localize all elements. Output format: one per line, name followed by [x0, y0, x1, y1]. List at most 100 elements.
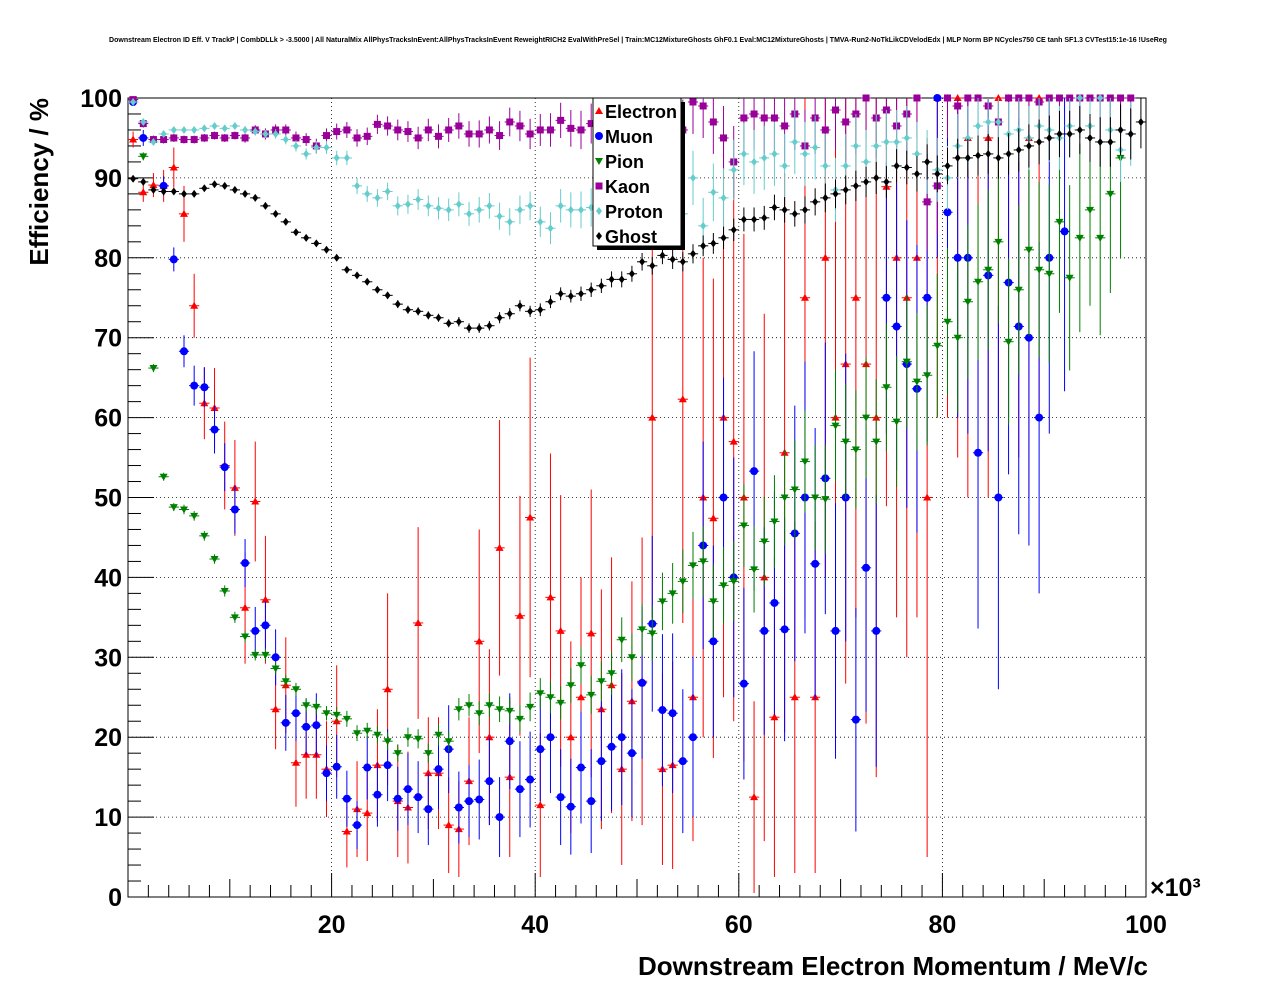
pion-point	[291, 686, 300, 694]
muon-point	[414, 793, 423, 802]
ghost-point	[1005, 149, 1012, 158]
muon-point	[179, 347, 188, 356]
muon-point	[210, 425, 219, 434]
pion-point	[811, 494, 820, 502]
muon-point	[760, 626, 769, 635]
kaon-point	[241, 134, 249, 142]
proton-point	[415, 195, 422, 204]
ghost-point	[333, 253, 340, 262]
kaon-point	[414, 134, 422, 142]
ghost-point	[659, 251, 666, 260]
ghost-point	[1137, 117, 1144, 126]
ghost-point	[272, 209, 279, 218]
pion-point	[444, 738, 453, 746]
proton-point	[323, 143, 330, 152]
ghost-point	[1066, 129, 1073, 138]
pion-point	[851, 446, 860, 454]
pion-point	[414, 735, 423, 743]
proton-point	[231, 121, 238, 130]
muon-point	[169, 255, 178, 264]
electron-point	[556, 626, 565, 634]
proton-point	[374, 193, 381, 202]
ghost-point	[781, 205, 788, 214]
electron-point	[546, 593, 555, 601]
electron-point	[923, 493, 932, 501]
muon-point	[424, 805, 433, 814]
x-tick-label: 80	[928, 911, 956, 939]
muon-point	[505, 737, 514, 746]
pion-point	[302, 702, 311, 710]
kaon-point	[760, 114, 768, 122]
muon-point	[291, 709, 300, 718]
ghost-point	[1087, 133, 1094, 142]
chart-title: Downstream Electron ID Eff. V TrackP | C…	[109, 37, 1167, 44]
y-tick-label: 60	[94, 405, 122, 433]
legend-marker-ghost	[596, 232, 602, 240]
kaon-point	[394, 126, 402, 134]
pion-point	[984, 266, 993, 274]
electron-point	[363, 809, 372, 817]
ghost-point	[710, 239, 717, 248]
proton-point	[364, 189, 371, 198]
ghost-point	[180, 189, 187, 198]
kaon-point	[1117, 94, 1125, 102]
ghost-point	[1036, 137, 1043, 146]
proton-point	[282, 135, 289, 144]
legend-marker-muon	[595, 132, 603, 140]
proton-point	[496, 212, 503, 221]
proton-point	[985, 117, 992, 126]
ghost-point	[354, 271, 361, 280]
ghost-point	[954, 153, 961, 162]
proton-point	[893, 137, 900, 146]
pion-point	[515, 715, 524, 723]
y-tick-label: 100	[80, 85, 122, 113]
proton-point	[547, 224, 554, 233]
muon-point	[556, 793, 565, 802]
proton-point	[455, 200, 462, 209]
muon-point	[811, 559, 820, 568]
y-tick-label: 50	[94, 485, 122, 513]
proton-point	[873, 141, 880, 150]
electron-point	[169, 163, 178, 171]
proton-point	[445, 205, 452, 214]
muon-point	[668, 709, 677, 718]
pion-point	[403, 734, 412, 742]
proton-point	[964, 133, 971, 142]
pion-point	[179, 506, 188, 514]
ghost-point	[883, 177, 890, 186]
proton-point	[578, 205, 585, 214]
ghost-point	[211, 180, 218, 189]
legend-label-muon: Muon	[605, 127, 653, 147]
muon-point	[251, 626, 260, 635]
muon-point	[933, 94, 942, 102]
proton-point	[333, 153, 340, 162]
pion-point	[373, 731, 382, 739]
proton-point	[801, 149, 808, 158]
kaon-point	[434, 132, 442, 140]
electron-point	[515, 611, 524, 619]
pion-point	[495, 706, 504, 714]
proton-point	[252, 127, 259, 136]
pion-point	[597, 678, 606, 686]
pion-point	[1035, 266, 1044, 274]
kaon-point	[709, 118, 717, 126]
kaon-point	[353, 134, 361, 142]
proton-point	[842, 161, 849, 170]
pion-point	[261, 651, 270, 659]
pion-point	[943, 318, 952, 326]
y-tick-label: 70	[94, 325, 122, 353]
ghost-point	[771, 203, 778, 212]
x-tick-label: 100	[1125, 911, 1167, 939]
muon-point	[241, 559, 250, 568]
x-tick-label: 60	[725, 911, 753, 939]
kaon-point	[424, 126, 432, 134]
proton-point	[486, 201, 493, 210]
pion-point	[892, 418, 901, 426]
pion-point	[790, 486, 799, 494]
pion-point	[139, 153, 148, 161]
electron-point	[770, 713, 779, 721]
proton-point	[242, 125, 249, 134]
y-tick-label: 10	[94, 804, 122, 832]
kaon-point	[587, 120, 595, 128]
